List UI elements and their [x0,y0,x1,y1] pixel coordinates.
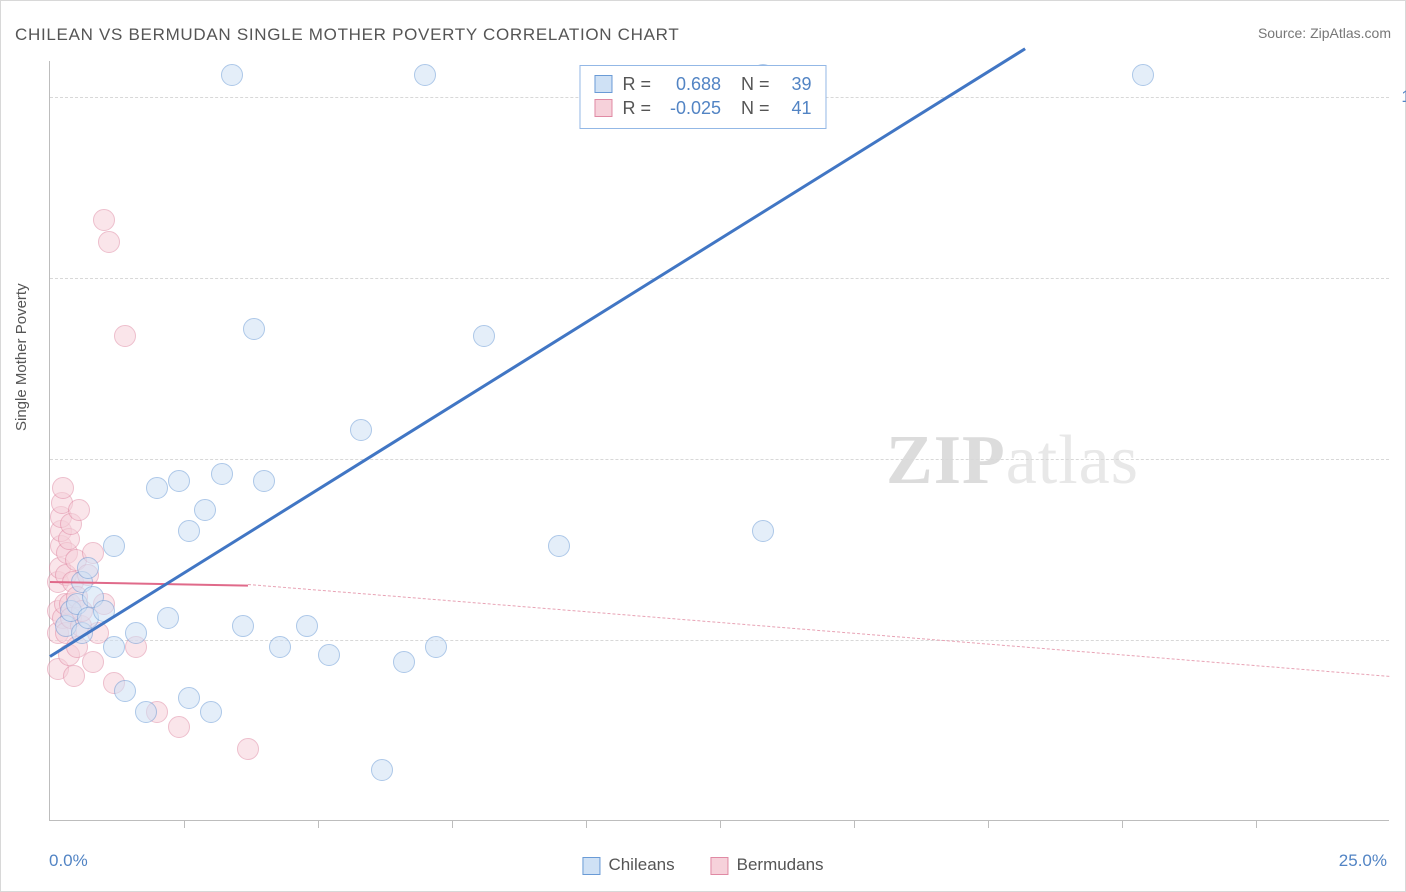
plot-area: ZIPatlas 25.0%50.0%75.0%100.0% [49,61,1389,821]
chileans-point [221,64,243,86]
x-tick [854,820,855,828]
x-tick [318,820,319,828]
correlation-legend: R = 0.688 N = 39 R = -0.025 N = 41 [579,65,826,129]
gridline [50,459,1389,460]
watermark: ZIPatlas [886,421,1139,501]
chileans-point [232,615,254,637]
legend-label: Chileans [608,855,674,874]
x-tick [988,820,989,828]
bermudans-point [98,231,120,253]
x-tick [184,820,185,828]
legend-r-value: -0.025 [661,96,721,120]
legend-swatch [594,99,612,117]
x-tick [586,820,587,828]
chileans-point [425,636,447,658]
x-axis-max-label: 25.0% [1339,851,1387,871]
x-tick [452,820,453,828]
source-label: Source: ZipAtlas.com [1258,25,1391,41]
legend-n-label: N = [731,96,770,120]
bermudans-point [93,209,115,231]
bermudans-point [63,665,85,687]
chileans-point [178,687,200,709]
chileans-point [269,636,291,658]
gridline [50,278,1389,279]
chileans-point [168,470,190,492]
legend-r-label: R = [622,96,651,120]
chileans-point [77,557,99,579]
legend-swatch [711,857,729,875]
chileans-point [350,419,372,441]
watermark-zip: ZIP [886,422,1006,499]
legend-r-label: R = [622,72,651,96]
chileans-point [253,470,275,492]
bermudans-point [168,716,190,738]
legend-r-value: 0.688 [661,72,721,96]
watermark-atlas: atlas [1006,422,1139,499]
x-tick [720,820,721,828]
y-axis-title: Single Mother Poverty [13,283,30,431]
chileans-point [157,607,179,629]
trend-line [49,47,1026,658]
chileans-point [752,520,774,542]
chileans-point [1132,64,1154,86]
chileans-point [414,64,436,86]
chileans-point [103,535,125,557]
trend-line [248,584,1390,677]
legend-n-value: 41 [780,96,812,120]
chileans-point [125,622,147,644]
chileans-point [296,615,318,637]
chileans-point [178,520,200,542]
chileans-point [371,759,393,781]
bermudans-point [114,325,136,347]
legend-row: R = -0.025 N = 41 [594,96,811,120]
legend-swatch [594,75,612,93]
chileans-point [146,477,168,499]
bermudans-point [82,651,104,673]
chileans-point [393,651,415,673]
x-tick [1122,820,1123,828]
chileans-point [473,325,495,347]
legend-item: Chileans [582,855,674,875]
x-axis-min-label: 0.0% [49,851,88,871]
legend-n-value: 39 [780,72,812,96]
bermudans-point [52,477,74,499]
gridline [50,640,1389,641]
chileans-point [318,644,340,666]
chileans-point [194,499,216,521]
chileans-point [548,535,570,557]
legend-n-label: N = [731,72,770,96]
legend-label: Bermudans [737,855,824,874]
chileans-point [135,701,157,723]
series-legend: Chileans Bermudans [582,855,823,875]
x-tick [1256,820,1257,828]
chileans-point [200,701,222,723]
chileans-point [211,463,233,485]
y-tick-label: 100.0% [1401,87,1406,107]
chileans-point [114,680,136,702]
legend-swatch [582,857,600,875]
chart-title: CHILEAN VS BERMUDAN SINGLE MOTHER POVERT… [15,25,679,45]
chileans-point [103,636,125,658]
chileans-point [243,318,265,340]
legend-row: R = 0.688 N = 39 [594,72,811,96]
bermudans-point [68,499,90,521]
legend-item: Bermudans [711,855,824,875]
chart-container: CHILEAN VS BERMUDAN SINGLE MOTHER POVERT… [0,0,1406,892]
bermudans-point [237,738,259,760]
